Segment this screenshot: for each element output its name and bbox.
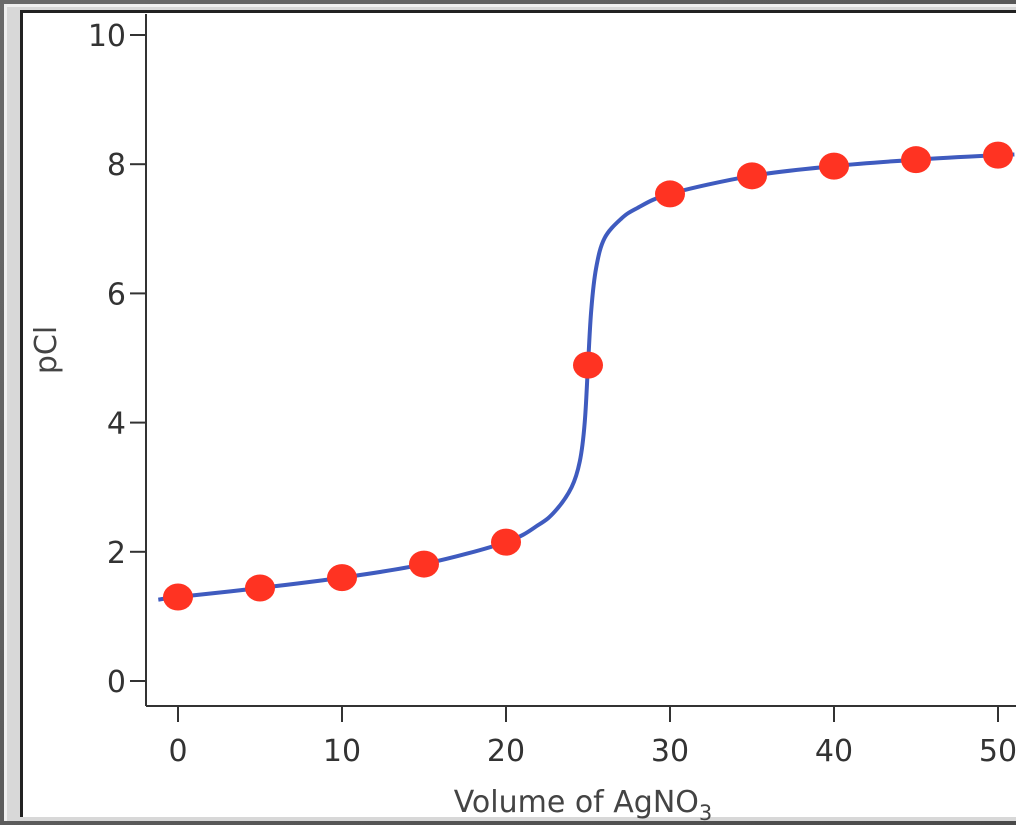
x-tick-label: 40 xyxy=(815,734,853,769)
axes xyxy=(145,14,1016,707)
y-tick-label: 0 xyxy=(107,665,126,700)
x-axis-title-main: Volume of AgNO xyxy=(454,785,699,820)
data-point xyxy=(983,141,1013,169)
plot-panel xyxy=(20,10,1016,817)
x-tick-label: 10 xyxy=(323,734,361,769)
x-tick-label: 0 xyxy=(168,734,187,769)
x-tick-label: 30 xyxy=(651,734,689,769)
data-point xyxy=(409,550,439,578)
y-tick-label: 4 xyxy=(107,407,126,442)
y-axis-title: pCl xyxy=(29,326,64,374)
data-point xyxy=(819,152,849,180)
x-tick-label: 50 xyxy=(979,734,1016,769)
y-tick-label: 10 xyxy=(88,19,126,54)
data-point xyxy=(737,162,767,190)
y-ticks: 0 2 4 6 8 10 xyxy=(88,19,146,700)
y-tick-label: 2 xyxy=(107,536,126,571)
x-axis-title-subscript: 3 xyxy=(699,801,712,825)
data-point xyxy=(573,351,603,379)
data-point xyxy=(491,528,521,556)
x-axis-title: Volume of AgNO3 xyxy=(454,785,713,825)
y-tick-label: 8 xyxy=(107,148,126,183)
data-points xyxy=(163,141,1013,611)
x-tick-label: 20 xyxy=(487,734,525,769)
data-point xyxy=(327,564,357,592)
data-point xyxy=(901,146,931,174)
x-ticks: 0 10 20 30 40 50 xyxy=(168,706,1016,769)
data-point xyxy=(655,180,685,208)
data-point xyxy=(245,574,275,602)
y-tick-label: 6 xyxy=(107,277,126,312)
data-point xyxy=(163,583,193,611)
